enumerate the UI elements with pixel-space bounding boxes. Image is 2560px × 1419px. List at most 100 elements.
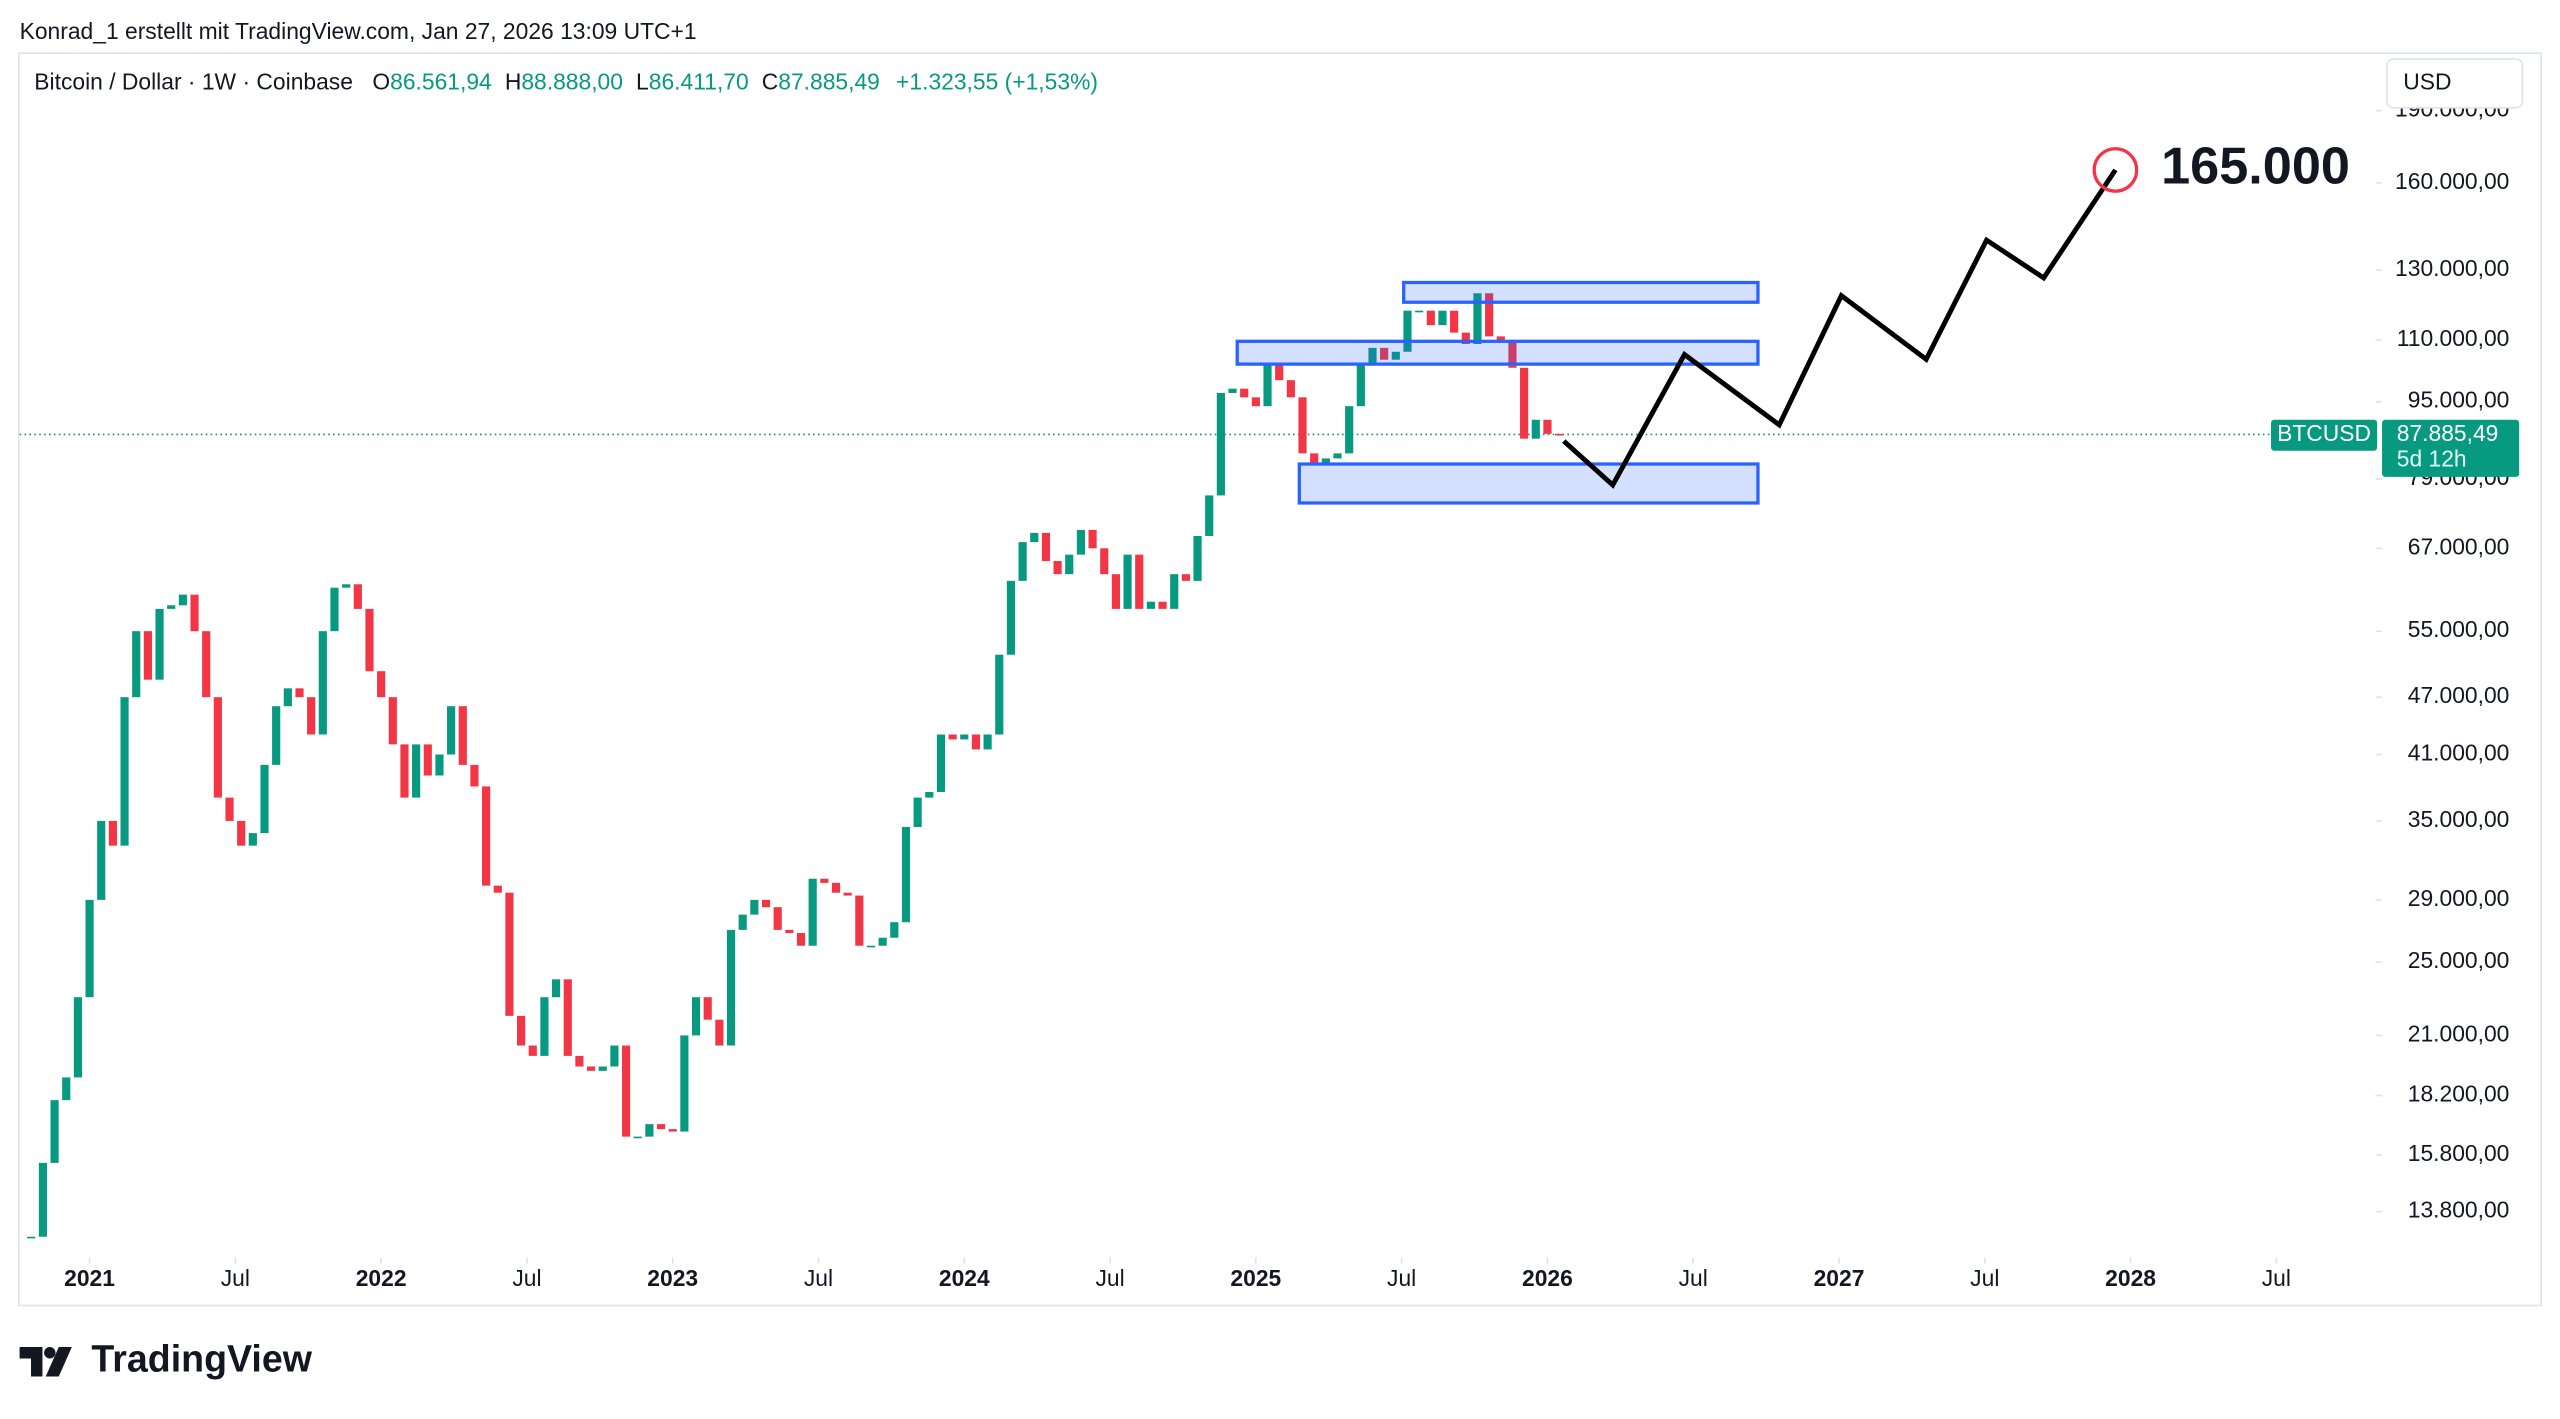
candle bbox=[213, 697, 222, 798]
projection-line bbox=[1562, 168, 2118, 489]
y-tick-label: 18.200,00 bbox=[2408, 1081, 2510, 1107]
candle bbox=[202, 631, 211, 698]
candle bbox=[330, 587, 339, 632]
candle bbox=[1496, 336, 1505, 341]
candle bbox=[85, 899, 94, 998]
candle bbox=[1251, 397, 1260, 407]
candle bbox=[691, 997, 701, 1036]
candle bbox=[1065, 554, 1074, 575]
candle bbox=[458, 706, 467, 765]
candle bbox=[1520, 367, 1529, 439]
candle bbox=[960, 734, 969, 740]
candle bbox=[342, 584, 351, 588]
candle bbox=[668, 1129, 677, 1132]
candle bbox=[610, 1045, 619, 1067]
symbol-tag-label: BTCUSD bbox=[2277, 420, 2371, 446]
ohlc-value: 88.888,00 bbox=[521, 68, 623, 94]
candle bbox=[936, 734, 946, 792]
x-tick-label: 2028 bbox=[2105, 1265, 2156, 1291]
x-tick-label: 2024 bbox=[939, 1265, 990, 1291]
candle bbox=[785, 929, 794, 934]
y-tick-label: 67.000,00 bbox=[2408, 533, 2510, 559]
candle bbox=[971, 734, 981, 750]
x-tick-label: Jul bbox=[1095, 1265, 1124, 1291]
candle bbox=[913, 797, 922, 827]
candle bbox=[680, 1035, 689, 1132]
candle bbox=[1006, 580, 1016, 655]
currency-button[interactable] bbox=[2386, 58, 2524, 109]
candle bbox=[1228, 388, 1237, 393]
candle bbox=[295, 688, 304, 698]
candle bbox=[1508, 340, 1517, 368]
candle bbox=[575, 1055, 584, 1067]
candle bbox=[855, 895, 864, 946]
candle bbox=[645, 1124, 654, 1137]
candle bbox=[540, 997, 549, 1056]
x-tick-label: Jul bbox=[512, 1265, 541, 1291]
candle bbox=[50, 1100, 59, 1163]
x-tick-label: 2022 bbox=[356, 1265, 407, 1291]
candle bbox=[178, 594, 187, 606]
candle bbox=[1555, 433, 1564, 436]
y-tick-label: 110.000,00 bbox=[2397, 325, 2510, 351]
candle bbox=[62, 1077, 71, 1101]
candle bbox=[621, 1045, 631, 1137]
y-tick-label: 160.000,00 bbox=[2395, 168, 2509, 194]
plot-area bbox=[19, 147, 2376, 1239]
candle bbox=[1543, 419, 1552, 434]
candle bbox=[447, 706, 456, 755]
zone bbox=[1297, 462, 1760, 505]
y-tick-label: 130.000,00 bbox=[2395, 255, 2509, 281]
attribution: Konrad_1 erstellt mit TradingView.com, J… bbox=[20, 18, 697, 44]
candle bbox=[948, 734, 957, 740]
symbol-tag bbox=[2271, 419, 2378, 451]
candle bbox=[470, 764, 479, 787]
y-tick-label: 13.800,00 bbox=[2408, 1197, 2510, 1223]
candle bbox=[1321, 458, 1330, 464]
candle bbox=[808, 878, 817, 946]
candle bbox=[796, 933, 806, 946]
candle bbox=[761, 899, 771, 908]
candle bbox=[27, 1236, 36, 1239]
countdown: 5d 12h bbox=[2397, 446, 2467, 472]
candle bbox=[493, 885, 502, 893]
x-tick-label: 2026 bbox=[1522, 1265, 1573, 1291]
candle bbox=[878, 937, 887, 946]
candle bbox=[1240, 388, 1249, 398]
candle bbox=[563, 979, 572, 1056]
candle bbox=[1333, 453, 1342, 459]
candle bbox=[1461, 332, 1470, 345]
candle bbox=[143, 631, 152, 680]
candle bbox=[925, 791, 934, 798]
candle bbox=[423, 744, 432, 776]
candle bbox=[97, 820, 106, 900]
candle bbox=[1415, 310, 1424, 313]
axes: 13.800,00 15.800,00 18.200,00 21.000,00 25.0… bbox=[64, 96, 2509, 1291]
x-tick-label: Jul bbox=[804, 1265, 833, 1291]
candle bbox=[750, 899, 759, 915]
candle bbox=[1158, 601, 1167, 609]
ohlc: O86.561,94 H88.888,00 L86.411,70 C87.885,49 bbox=[372, 68, 880, 94]
candle bbox=[656, 1124, 666, 1130]
candle bbox=[1450, 310, 1459, 333]
candle bbox=[1345, 406, 1354, 454]
zone bbox=[1235, 339, 1760, 366]
candle bbox=[1403, 310, 1412, 352]
candle bbox=[843, 892, 852, 896]
y-tick-label: 29.000,00 bbox=[2408, 885, 2510, 911]
candle bbox=[528, 1045, 537, 1056]
candle bbox=[890, 922, 899, 938]
candle bbox=[1426, 310, 1435, 326]
ohlc-key: C bbox=[762, 68, 779, 94]
candle bbox=[1053, 561, 1062, 575]
candle bbox=[715, 1019, 724, 1046]
target-marker bbox=[2092, 147, 2139, 193]
candle bbox=[1286, 380, 1295, 398]
candle bbox=[1216, 392, 1225, 496]
candle bbox=[1485, 293, 1494, 337]
candle bbox=[1263, 363, 1272, 407]
candle bbox=[132, 631, 141, 698]
y-tick-label: 95.000,00 bbox=[2408, 387, 2510, 413]
y-tick-label: 21.000,00 bbox=[2408, 1020, 2510, 1046]
